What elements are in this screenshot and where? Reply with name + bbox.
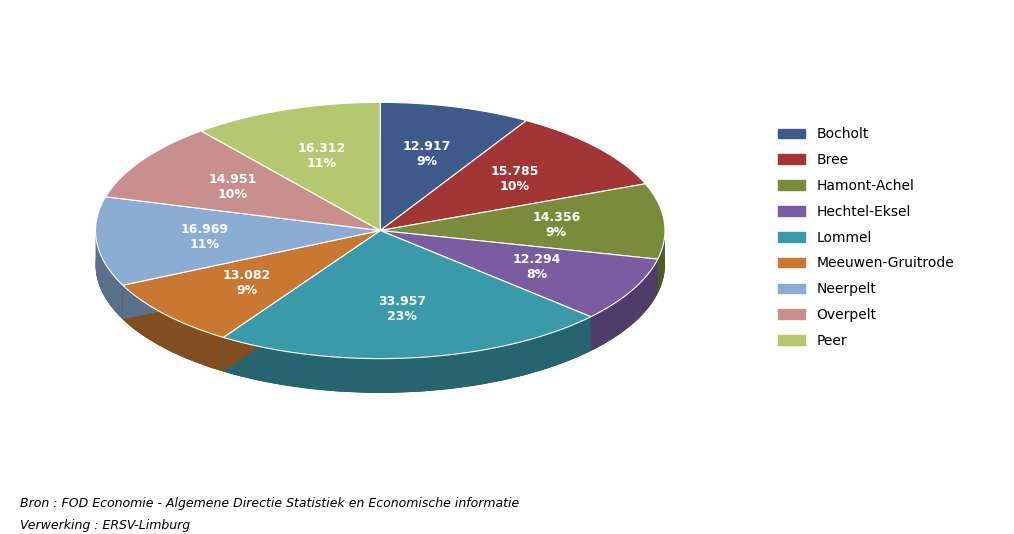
Text: 12.294
8%: 12.294 8%	[512, 253, 561, 281]
Ellipse shape	[95, 137, 665, 393]
Polygon shape	[95, 197, 380, 285]
Polygon shape	[223, 317, 591, 393]
Polygon shape	[95, 231, 123, 319]
Polygon shape	[123, 231, 380, 319]
Polygon shape	[123, 231, 380, 319]
Polygon shape	[123, 231, 380, 337]
Text: 14.356
9%: 14.356 9%	[532, 210, 580, 239]
Polygon shape	[223, 231, 380, 372]
Polygon shape	[201, 103, 380, 231]
Polygon shape	[591, 259, 658, 351]
Polygon shape	[380, 103, 526, 231]
Text: 33.957
23%: 33.957 23%	[378, 295, 426, 323]
Legend: Bocholt, Bree, Hamont-Achel, Hechtel-Eksel, Lommel, Meeuwen-Gruitrode, Neerpelt,: Bocholt, Bree, Hamont-Achel, Hechtel-Eks…	[772, 122, 960, 354]
Polygon shape	[380, 121, 645, 231]
Polygon shape	[380, 231, 591, 351]
Polygon shape	[223, 231, 380, 372]
Polygon shape	[380, 231, 658, 293]
Text: Verwerking : ERSV-Limburg: Verwerking : ERSV-Limburg	[20, 519, 191, 532]
Text: Bron : FOD Economie - Algemene Directie Statistiek en Economische informatie: Bron : FOD Economie - Algemene Directie …	[20, 497, 519, 511]
Polygon shape	[380, 184, 665, 259]
Text: 16.969
11%: 16.969 11%	[180, 223, 228, 252]
Text: 15.785
10%: 15.785 10%	[491, 165, 539, 193]
Polygon shape	[123, 285, 223, 372]
Polygon shape	[105, 131, 380, 231]
Text: 14.951
10%: 14.951 10%	[208, 173, 257, 201]
Text: 12.917
9%: 12.917 9%	[403, 140, 451, 168]
Polygon shape	[658, 231, 665, 293]
Text: 16.312
11%: 16.312 11%	[297, 142, 346, 170]
Polygon shape	[380, 231, 591, 351]
Polygon shape	[380, 231, 658, 317]
Text: 13.082
9%: 13.082 9%	[223, 269, 271, 296]
Polygon shape	[380, 231, 658, 293]
Polygon shape	[223, 231, 591, 359]
